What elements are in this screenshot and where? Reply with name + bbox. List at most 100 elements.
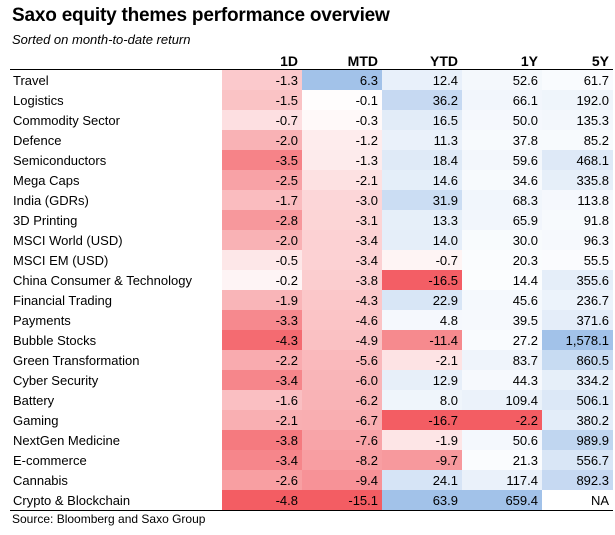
table-row: Semiconductors -3.5 -1.3 18.4 59.6 468.1 [10,150,613,170]
theme-name-cell: Defence [13,132,62,148]
value-cell-1d: -2.0 [222,230,302,250]
theme-name-cell: MSCI EM (USD) [13,252,109,268]
table-row: Financial Trading -1.9 -4.3 22.9 45.6 236.7 [10,290,613,310]
value-cell-5y: 192.0 [542,90,613,110]
value-cell-ytd: 24.1 [382,470,462,490]
table-row: 3D Printing -2.8 -3.1 13.3 65.9 91.8 [10,210,613,230]
value-cell-ytd: 4.8 [382,310,462,330]
value-cell-1d: -3.8 [222,430,302,450]
theme-name-cell: Green Transformation [13,352,140,368]
value-cell-1y: 659.4 [462,490,542,511]
value-cell-ytd: 63.9 [382,490,462,511]
column-header-ytd: YTD [430,53,458,69]
value-cell-1d: -1.6 [222,390,302,410]
value-cell-5y: 506.1 [542,390,613,410]
value-cell-mtd: -9.4 [302,470,382,490]
table-row: Logistics -1.5 -0.1 36.2 66.1 192.0 [10,90,613,110]
theme-name-cell: Mega Caps [13,172,80,188]
value-cell-1d: -2.6 [222,470,302,490]
value-cell-1d: -0.2 [222,270,302,290]
value-cell-1d: -3.5 [222,150,302,170]
value-cell-ytd: 22.9 [382,290,462,310]
value-cell-mtd: -4.6 [302,310,382,330]
value-cell-1y: 83.7 [462,350,542,370]
table-row: Commodity Sector -0.7 -0.3 16.5 50.0 135.3 [10,110,613,130]
value-cell-mtd: -3.8 [302,270,382,290]
value-cell-mtd: -1.2 [302,130,382,150]
theme-name-cell: Payments [13,312,71,328]
value-cell-1y: 50.6 [462,430,542,450]
value-cell-1y: 68.3 [462,190,542,210]
value-cell-5y: NA [542,490,613,511]
theme-name-cell: Travel [10,69,222,90]
table-row: Green Transformation -2.2 -5.6 -2.1 83.7 860.… [10,350,613,370]
value-cell-1y: 21.3 [462,450,542,470]
source-note: Source: Bloomberg and Saxo Group [12,512,206,526]
value-cell-1d: -1.9 [222,290,302,310]
value-cell-ytd: 36.2 [382,90,462,110]
table-row: Cannabis -2.6 -9.4 24.1 117.4 892.3 [10,470,613,490]
value-cell-1d: -3.4 [222,370,302,390]
value-cell-1d: -3.3 [222,310,302,330]
value-cell-1d: -4.8 [222,490,302,511]
value-cell-ytd: 14.0 [382,230,462,250]
value-cell-5y: 355.6 [542,270,613,290]
value-cell-mtd: 6.3 [302,69,382,90]
theme-name-cell: MSCI World (USD) [13,232,123,248]
table-row: Payments -3.3 -4.6 4.8 39.5 371.6 [10,310,613,330]
value-cell-1y: 45.6 [462,290,542,310]
value-cell-1y: 44.3 [462,370,542,390]
value-cell-ytd: -2.1 [382,350,462,370]
table-body: Travel -1.3 6.3 12.4 52.6 61.7 Logistics -1.5 -0… [10,69,613,511]
table-row: Mega Caps -2.5 -2.1 14.6 34.6 335.8 [10,170,613,190]
performance-table: 1D MTD YTD 1Y 5Y Travel -1.3 6.3 12.4 52.6 61… [10,48,613,511]
value-cell-mtd: -2.1 [302,170,382,190]
value-cell-1y: 37.8 [462,130,542,150]
value-cell-5y: 556.7 [542,450,613,470]
value-cell-1d: -3.4 [222,450,302,470]
value-cell-1y: 109.4 [462,390,542,410]
value-cell-mtd: -3.0 [302,190,382,210]
theme-name-cell: Cyber Security [13,372,99,388]
value-cell-5y: 334.2 [542,370,613,390]
value-cell-mtd: -15.1 [302,490,382,511]
value-cell-5y: 1,578.1 [542,330,613,350]
value-cell-1d: -2.0 [222,130,302,150]
value-cell-mtd: -6.2 [302,390,382,410]
value-cell-mtd: -3.1 [302,210,382,230]
value-cell-ytd: -16.5 [382,270,462,290]
table-row: China Consumer & Technology -0.2 -3.8 -16.5… [10,270,613,290]
value-cell-ytd: 13.3 [382,210,462,230]
page-subtitle: Sorted on month-to-date return [12,32,191,47]
column-header-5y: 5Y [591,53,609,69]
value-cell-mtd: -6.0 [302,370,382,390]
value-cell-1y: 50.0 [462,110,542,130]
table-row: E-commerce -3.4 -8.2 -9.7 21.3 556.7 [10,450,613,470]
value-cell-1d: -2.2 [222,350,302,370]
theme-name-cell: Semiconductors [13,152,107,168]
column-header-mtd: MTD [347,53,378,69]
column-header-1y: 1Y [520,53,538,69]
value-cell-mtd: -8.2 [302,450,382,470]
value-cell-ytd: 18.4 [382,150,462,170]
value-cell-5y: 91.8 [542,210,613,230]
theme-name-cell: NextGen Medicine [13,432,120,448]
value-cell-1y: 27.2 [462,330,542,350]
value-cell-mtd: -6.7 [302,410,382,430]
value-cell-1d: -2.1 [222,410,302,430]
value-cell-1d: -0.7 [222,110,302,130]
value-cell-5y: 371.6 [542,310,613,330]
value-cell-mtd: -4.3 [302,290,382,310]
table-row: Battery -1.6 -6.2 8.0 109.4 506.1 [10,390,613,410]
table-row: MSCI EM (USD) -0.5 -3.4 -0.7 20.3 55.5 [10,250,613,270]
value-cell-ytd: 16.5 [382,110,462,130]
value-cell-1y: -2.2 [462,410,542,430]
value-cell-1y: 14.4 [462,270,542,290]
value-cell-1d: -1.3 [222,69,302,90]
value-cell-ytd: 8.0 [382,390,462,410]
value-cell-1d: -4.3 [222,330,302,350]
value-cell-mtd: -4.9 [302,330,382,350]
value-cell-1d: -1.7 [222,190,302,210]
value-cell-mtd: -0.1 [302,90,382,110]
